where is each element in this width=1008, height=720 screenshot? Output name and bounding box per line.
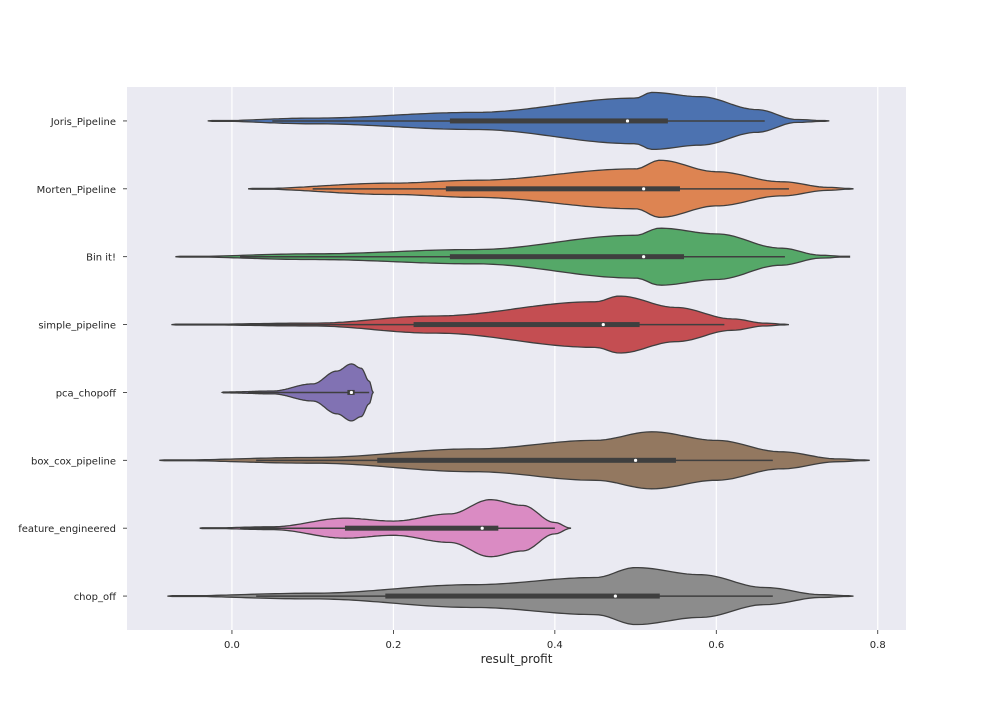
violin-iqr-box [413,322,640,328]
y-tick-label: box_cox_pipeline [31,456,116,467]
violin-group [167,566,854,626]
violin-median-dot [642,187,646,191]
violin-group [175,227,851,286]
violin-group [207,91,830,151]
violin-group [248,159,854,218]
violin-group [220,363,374,422]
x-tick-label: 0.0 [224,640,240,651]
violin-median-dot [613,594,617,598]
y-tick-label: pca_chopoff [56,388,117,399]
y-axis: Joris_Pipeline Morten_Pipeline Bin it! simp… [18,117,127,603]
violin-median-dot [480,526,484,530]
y-tick-label: feature_engineered [18,524,116,535]
violin-iqr-box [385,593,660,599]
violin-median-dot [642,255,646,259]
y-tick-label: Bin it! [86,253,116,264]
violin-median-dot [601,322,605,327]
violin-median-dot [633,458,638,462]
x-tick-label: 0.8 [870,640,886,651]
violins [159,91,870,626]
violin-group [199,499,572,558]
violin-group [171,295,789,354]
violin-iqr-box [449,254,685,260]
y-tick-label: Morten_Pipeline [37,185,116,196]
x-tick-label: 0.2 [385,640,401,651]
violin-iqr-box [445,186,680,192]
violin-group [159,431,870,490]
violin-iqr-box [449,118,668,124]
x-tick-label: 0.4 [547,640,563,651]
y-tick-label: chop_off [74,592,117,603]
x-axis-label: result_profit [481,652,553,666]
x-tick-label: 0.6 [708,640,724,651]
y-tick-label: simple_pipeline [38,321,116,332]
violin-iqr-box [377,457,676,463]
violin-median-dot [625,119,630,123]
y-tick-label: Joris_Pipeline [50,117,116,128]
x-axis: 0.0 0.2 0.4 0.6 0.8 [224,630,886,651]
violin-iqr-box [344,525,499,531]
violin-median-dot [349,390,354,395]
